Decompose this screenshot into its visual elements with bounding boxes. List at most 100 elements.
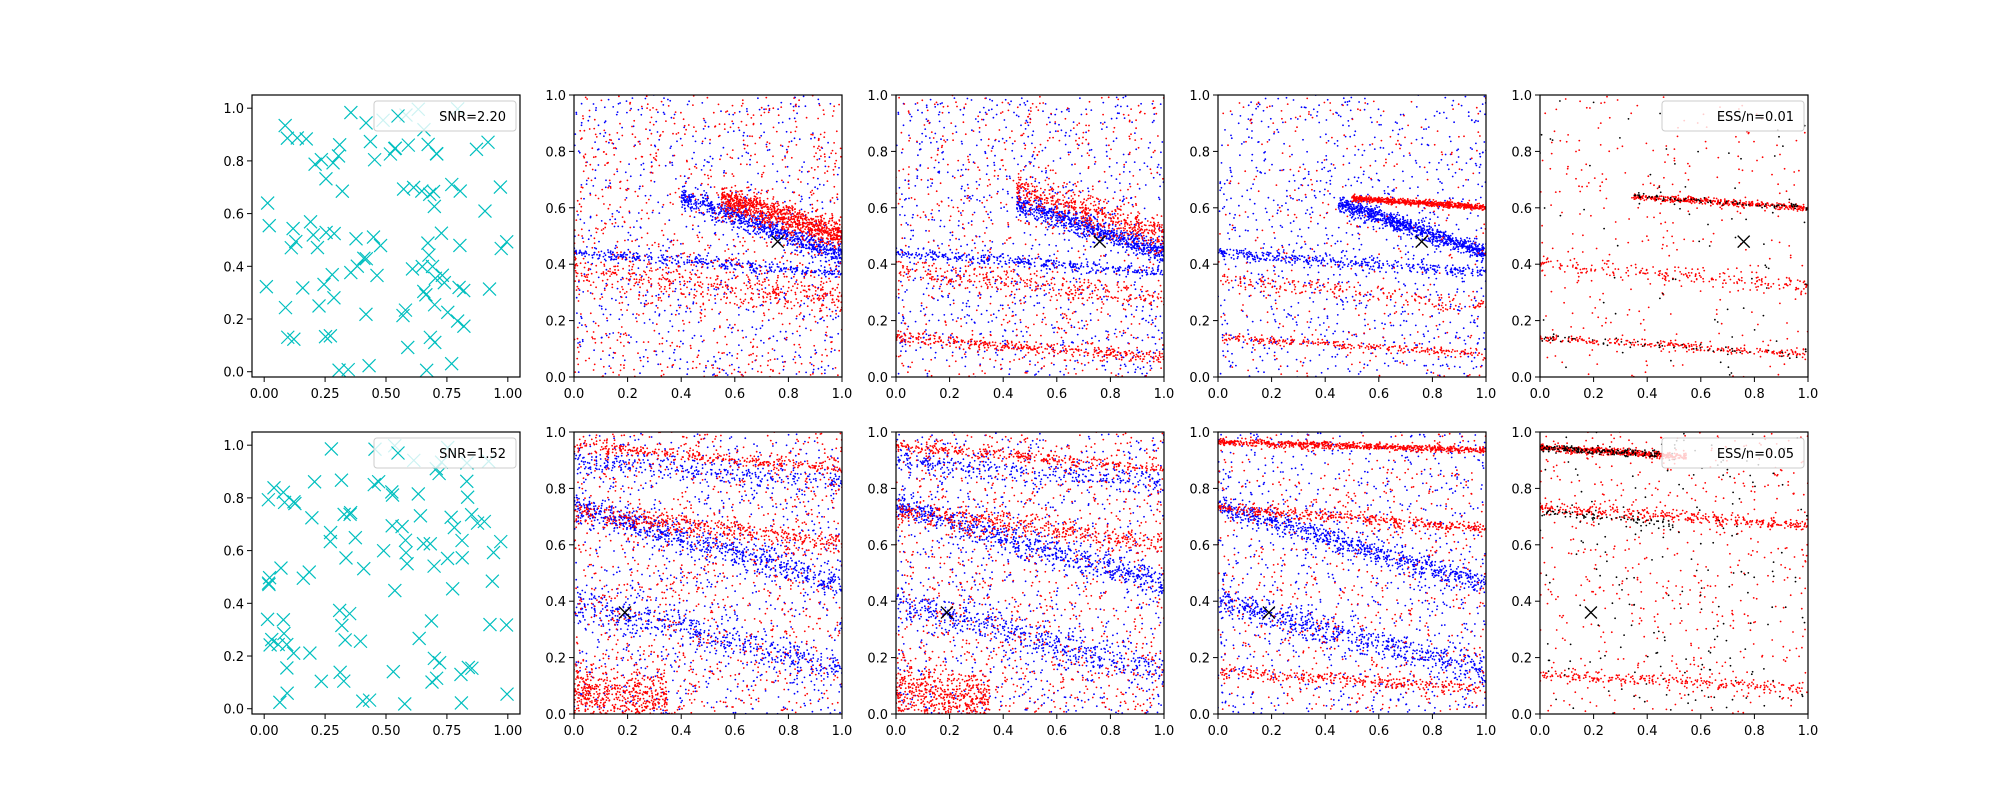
blue-point bbox=[822, 184, 825, 186]
red-point bbox=[650, 302, 652, 305]
red-point bbox=[737, 205, 740, 208]
blue-point bbox=[795, 317, 798, 320]
red-point bbox=[766, 245, 768, 247]
blue-point bbox=[1093, 156, 1096, 159]
blue-point bbox=[907, 325, 910, 328]
red-point bbox=[764, 280, 766, 283]
blue-point bbox=[964, 195, 966, 198]
blue-point bbox=[696, 261, 699, 264]
blue-point bbox=[1025, 331, 1028, 333]
blue-point bbox=[829, 102, 832, 105]
red-point bbox=[745, 284, 748, 287]
red-point bbox=[765, 96, 768, 99]
blue-point bbox=[636, 252, 639, 255]
blue-point bbox=[702, 258, 705, 260]
blue-point bbox=[741, 217, 743, 220]
blue-point bbox=[1016, 273, 1019, 275]
red-point bbox=[731, 215, 734, 218]
red-point bbox=[743, 213, 745, 215]
blue-point bbox=[792, 105, 795, 108]
red-point bbox=[742, 336, 745, 339]
blue-point bbox=[959, 270, 961, 273]
red-point bbox=[812, 372, 814, 375]
sample-marker bbox=[323, 328, 338, 343]
red-point bbox=[819, 284, 822, 286]
blue-point bbox=[691, 269, 694, 271]
blue-point bbox=[1058, 203, 1060, 205]
blue-point bbox=[1055, 108, 1058, 111]
blue-point bbox=[666, 194, 669, 197]
blue-point bbox=[678, 313, 680, 315]
blue-point bbox=[759, 231, 762, 234]
red-point bbox=[821, 316, 824, 318]
blue-point bbox=[725, 215, 728, 218]
blue-point bbox=[1059, 370, 1062, 373]
blue-point bbox=[655, 261, 657, 264]
blue-point bbox=[827, 273, 830, 276]
blue-point bbox=[819, 260, 822, 262]
blue-point bbox=[967, 222, 970, 224]
red-point bbox=[582, 257, 585, 260]
sample-marker bbox=[259, 279, 274, 294]
blue-point bbox=[1117, 373, 1120, 375]
blue-point bbox=[727, 288, 729, 291]
blue-point bbox=[1078, 288, 1081, 291]
red-point bbox=[592, 281, 595, 284]
blue-point bbox=[700, 169, 703, 171]
red-point bbox=[702, 263, 704, 266]
blue-point bbox=[785, 148, 788, 151]
blue-point bbox=[612, 332, 615, 334]
red-point bbox=[820, 277, 823, 280]
red-point bbox=[626, 189, 628, 192]
blue-point bbox=[789, 236, 792, 239]
blue-point bbox=[1105, 330, 1107, 332]
blue-point bbox=[801, 269, 804, 272]
red-point bbox=[580, 228, 583, 231]
red-point bbox=[788, 322, 791, 325]
blue-point bbox=[575, 113, 578, 115]
blue-point bbox=[693, 207, 695, 210]
blue-point bbox=[616, 111, 619, 113]
red-point bbox=[827, 165, 830, 168]
blue-point bbox=[961, 227, 964, 229]
blue-point bbox=[946, 139, 949, 141]
red-point bbox=[650, 116, 653, 119]
blue-point bbox=[919, 310, 922, 312]
red-point bbox=[646, 212, 648, 215]
red-point bbox=[644, 271, 647, 274]
blue-point bbox=[763, 238, 766, 240]
blue-point bbox=[925, 118, 928, 120]
blue-point bbox=[785, 267, 788, 269]
blue-point bbox=[709, 186, 712, 189]
red-point bbox=[720, 204, 723, 207]
red-point bbox=[787, 286, 790, 289]
blue-point bbox=[736, 226, 739, 229]
blue-point bbox=[786, 240, 789, 243]
red-point bbox=[595, 231, 598, 234]
blue-point bbox=[951, 285, 954, 288]
blue-point bbox=[1001, 304, 1004, 307]
red-point bbox=[801, 235, 804, 238]
red-point bbox=[611, 286, 614, 289]
blue-point bbox=[1054, 192, 1057, 194]
blue-point bbox=[789, 267, 792, 269]
blue-point bbox=[922, 358, 924, 360]
blue-point bbox=[983, 206, 986, 208]
red-point bbox=[820, 155, 822, 158]
red-point bbox=[787, 231, 790, 234]
blue-point bbox=[816, 294, 819, 297]
red-point bbox=[838, 235, 841, 237]
red-point bbox=[819, 310, 821, 313]
red-point bbox=[609, 275, 611, 277]
blue-point bbox=[772, 263, 774, 266]
blue-point bbox=[725, 372, 727, 375]
blue-point bbox=[591, 256, 594, 259]
blue-point bbox=[1063, 329, 1066, 332]
blue-point bbox=[600, 358, 602, 360]
red-point bbox=[814, 293, 817, 296]
blue-point bbox=[580, 184, 583, 186]
sample-marker bbox=[312, 299, 326, 313]
blue-point bbox=[1015, 114, 1018, 117]
blue-point bbox=[1156, 166, 1159, 169]
blue-point bbox=[832, 367, 834, 370]
